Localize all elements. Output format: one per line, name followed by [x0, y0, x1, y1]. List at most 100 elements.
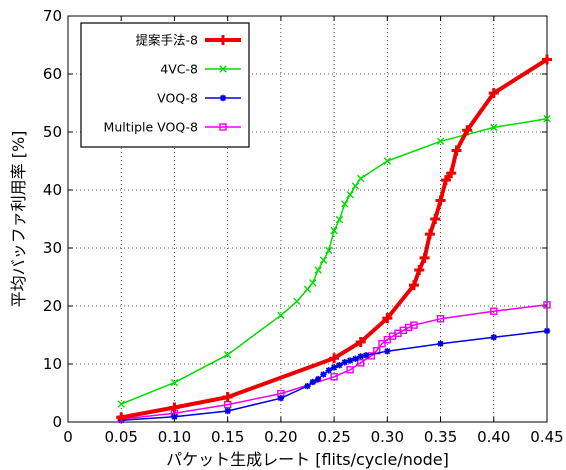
data-point — [330, 364, 338, 371]
data-point — [277, 395, 285, 402]
data-point — [383, 157, 392, 165]
y-tick-label: 30 — [43, 239, 62, 257]
x-tick-label: 0.05 — [105, 428, 138, 446]
x-axis-title: パケット生成レート [flits/cycle/node] — [166, 450, 449, 469]
data-point — [382, 313, 393, 324]
series-1 — [117, 114, 551, 408]
data-point — [488, 88, 499, 99]
data-point — [490, 123, 498, 132]
data-point — [336, 361, 343, 369]
series-line — [121, 304, 548, 420]
data-point — [223, 351, 232, 359]
data-point — [169, 402, 180, 413]
data-point — [355, 336, 366, 347]
legend-label: 提案手法-8 — [136, 33, 199, 48]
data-point — [351, 182, 360, 190]
y-tick-label: 60 — [43, 65, 62, 83]
data-point — [437, 340, 444, 347]
x-tick-label: 0.40 — [477, 428, 510, 446]
data-point — [330, 226, 338, 235]
y-tick-label: 0 — [52, 413, 62, 431]
axis-ticks: 0 0.05 0.10 0.15 0.20 0.25 0.30 0.35 0.40 0.45 0 10… — [43, 7, 564, 446]
data-point — [219, 123, 227, 131]
series-line — [121, 330, 548, 422]
legend: 提案手法-8 4VC-8 VOQ-8 Multiple VOQ-8 — [80, 22, 250, 148]
x-tick-label: 0.45 — [530, 428, 563, 446]
data-point — [320, 371, 327, 378]
data-point — [309, 279, 317, 287]
plot-area-frame — [67, 15, 548, 423]
data-point — [303, 285, 312, 293]
data-point — [414, 265, 425, 276]
data-point — [314, 266, 322, 274]
y-tick-label: 20 — [43, 297, 62, 315]
data-point — [440, 175, 451, 186]
data-point — [330, 373, 338, 381]
data-point — [436, 315, 445, 323]
data-point — [384, 348, 391, 355]
legend-label: Multiple VOQ-8 — [104, 120, 198, 135]
data-point — [346, 366, 354, 374]
data-point — [335, 215, 344, 224]
x-tick-label: 0.35 — [424, 428, 457, 446]
data-point — [304, 382, 311, 390]
data-point — [319, 256, 328, 264]
series-0 — [116, 54, 552, 423]
data-point — [325, 246, 333, 255]
data-point — [293, 297, 301, 306]
data-point — [277, 311, 285, 319]
data-point — [357, 353, 364, 360]
data-point — [436, 137, 445, 145]
data-point — [117, 400, 125, 408]
series-2 — [118, 327, 551, 424]
y-tick-label: 70 — [43, 7, 62, 25]
data-point — [314, 375, 322, 383]
data-point — [357, 174, 365, 183]
x-tick-label: 0.25 — [317, 428, 350, 446]
data-point — [543, 327, 551, 335]
data-point — [378, 340, 386, 348]
data-point — [490, 334, 497, 341]
series-line — [120, 57, 549, 420]
y-tick-label: 10 — [43, 355, 62, 373]
data-point — [218, 35, 228, 45]
series-group — [116, 54, 552, 424]
data-point — [116, 412, 127, 423]
data-point — [309, 378, 317, 386]
x-tick-label: 0.30 — [371, 428, 404, 446]
data-point — [219, 65, 227, 73]
series-3 — [117, 301, 551, 423]
data-point — [352, 355, 359, 362]
data-point — [543, 301, 551, 309]
data-point — [542, 54, 552, 65]
y-tick-label: 40 — [43, 181, 62, 199]
data-point — [462, 125, 473, 136]
data-point — [362, 352, 370, 359]
data-point — [170, 378, 179, 387]
data-point — [451, 145, 462, 156]
data-point — [490, 307, 498, 315]
data-point — [224, 407, 231, 415]
data-point — [410, 321, 418, 329]
legend-label: 4VC-8 — [160, 62, 198, 77]
y-tick-label: 50 — [43, 123, 62, 141]
data-point — [435, 195, 446, 206]
data-point — [357, 359, 365, 367]
data-point — [424, 229, 435, 240]
data-point — [325, 367, 332, 374]
data-point — [543, 114, 551, 123]
legend-label: VOQ-8 — [157, 91, 198, 106]
x-tick-label: 0.10 — [158, 428, 191, 446]
y-axis-title: 平均バッファ利用率 [%] — [9, 131, 28, 308]
data-point — [219, 94, 227, 102]
x-tick-label: 0.20 — [264, 428, 297, 446]
data-point — [346, 357, 354, 364]
data-point — [446, 168, 457, 179]
data-point — [419, 252, 430, 263]
data-point — [222, 392, 233, 403]
data-point — [171, 413, 178, 420]
data-point — [408, 280, 419, 291]
data-point — [341, 200, 349, 208]
x-tick-label: 0.15 — [211, 428, 244, 446]
data-point — [341, 359, 348, 366]
